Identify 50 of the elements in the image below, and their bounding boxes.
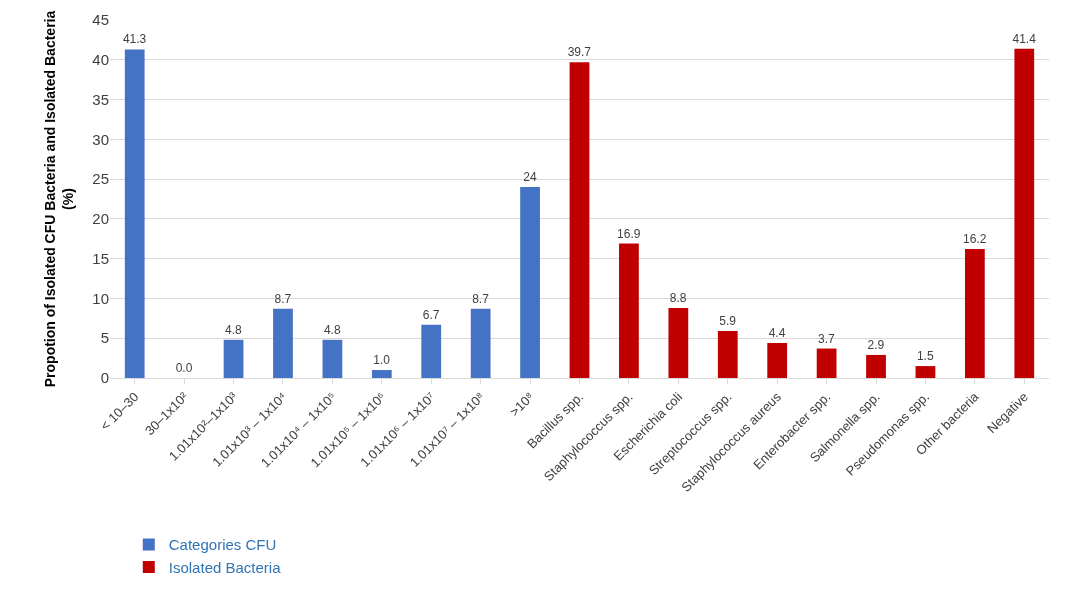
data-label: 1.0 (373, 353, 391, 368)
legend-label: Categories CFU (168, 536, 277, 554)
data-label: 8.8 (669, 290, 687, 305)
y-tick-label: 30 (92, 130, 109, 148)
data-label: 8.7 (472, 291, 490, 306)
data-label: 4.4 (768, 326, 786, 340)
bar (1014, 48, 1035, 378)
data-label: 5.9 (719, 314, 737, 329)
data-label: 39.7 (567, 45, 592, 60)
bar (273, 308, 293, 378)
bar (915, 366, 936, 378)
y-tick-label: 15 (92, 249, 109, 267)
y-tick-label: 45 (92, 11, 109, 29)
bar (816, 348, 837, 378)
data-label: 8.7 (274, 291, 292, 306)
data-label: 41.3 (122, 32, 147, 47)
data-label: 6.7 (422, 307, 440, 322)
y-tick-label: 20 (92, 210, 109, 228)
data-label: 24 (523, 170, 537, 185)
bar (322, 339, 343, 378)
bar (223, 339, 244, 378)
bar (767, 343, 788, 378)
y-tick-label: 25 (92, 170, 109, 188)
data-label: 1.5 (916, 349, 934, 364)
y-tick-label: 40 (92, 51, 109, 69)
bar (668, 307, 689, 378)
y-tick-label: 0 (100, 369, 109, 387)
data-label: 4.8 (225, 322, 243, 337)
legend-label: Isolated Bacteria (168, 558, 282, 576)
bar (421, 324, 442, 378)
bar (520, 187, 540, 378)
bar (717, 331, 738, 378)
data-label: 3.7 (818, 331, 836, 346)
bar (470, 308, 491, 378)
y-tick-label: 10 (92, 289, 109, 307)
data-label: 4.8 (323, 322, 341, 337)
bar (866, 354, 886, 378)
bar (371, 370, 392, 378)
bar (124, 49, 145, 378)
y-axis-title: Propotion of Isolated CFU Bacteria and Isolated Bacteria (%) (41, 10, 76, 388)
data-label: 41.4 (1012, 31, 1037, 46)
y-tick-label: 35 (92, 90, 109, 108)
data-label: 2.9 (867, 337, 885, 352)
bar (619, 243, 639, 378)
data-label: 16.2 (963, 232, 987, 247)
data-label: 0.0 (175, 361, 193, 375)
y-tick-label: 5 (100, 329, 109, 347)
data-label: 16.9 (617, 226, 641, 241)
bar (964, 249, 985, 378)
bar (569, 62, 590, 378)
